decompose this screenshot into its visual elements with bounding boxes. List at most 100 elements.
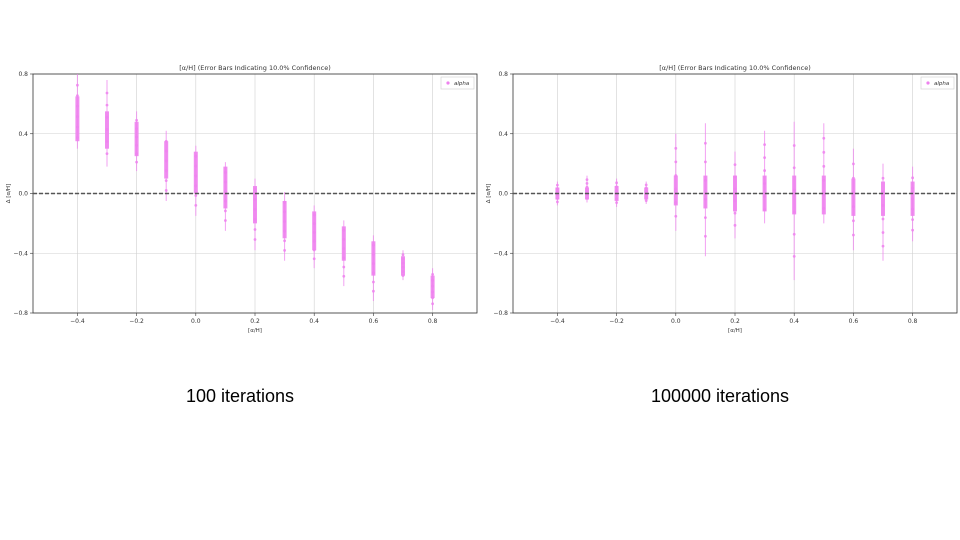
data-point: [792, 166, 796, 170]
chart-svg: [α/H] (Error Bars Indicating 10.0% Confi…: [486, 64, 958, 334]
data-point: [401, 265, 405, 269]
data-point: [704, 141, 707, 145]
data-point: [615, 201, 618, 205]
data-point: [342, 247, 346, 251]
data-point: [342, 265, 346, 269]
x-tick-label: 0.6: [369, 318, 379, 325]
data-point-cluster: [762, 175, 767, 212]
y-tick-label: 0.4: [498, 131, 508, 138]
data-point: [312, 213, 316, 217]
data-point: [763, 208, 766, 211]
caption-right: 100000 iterations: [650, 386, 790, 406]
data-point: [283, 249, 286, 252]
data-point: [911, 176, 914, 180]
data-point: [615, 197, 618, 201]
data-point: [312, 239, 316, 243]
data-point: [792, 254, 796, 258]
data-point: [431, 273, 434, 276]
data-point: [881, 190, 885, 194]
legend: alpha: [440, 76, 475, 90]
data-point: [401, 274, 405, 278]
data-point: [224, 171, 227, 174]
data-point: [164, 169, 168, 173]
data-point-cluster: [282, 200, 287, 239]
data-point: [283, 220, 286, 223]
data-point: [911, 186, 914, 190]
data-point: [585, 181, 589, 185]
data-point: [556, 187, 559, 190]
data-point: [431, 290, 434, 294]
data-point: [135, 135, 139, 139]
data-point: [674, 174, 678, 177]
data-point: [763, 169, 766, 172]
data-point: [911, 218, 914, 222]
data-point: [704, 179, 707, 182]
legend-label: alpha: [934, 81, 950, 87]
data-point: [164, 149, 168, 153]
data-point: [253, 218, 257, 221]
data-point: [733, 163, 737, 167]
data-point-cluster: [75, 96, 80, 142]
data-point: [585, 178, 589, 182]
data-point: [135, 160, 139, 164]
legend-marker: [446, 81, 450, 85]
y-tick-label: 0.8: [498, 71, 508, 78]
data-point: [312, 257, 316, 261]
data-point: [792, 210, 796, 214]
data-point: [822, 192, 826, 196]
data-point-cluster: [371, 241, 376, 276]
data-point: [585, 197, 589, 200]
data-point: [135, 127, 139, 131]
data-point: [76, 83, 79, 87]
x-tick-label: −0.4: [70, 318, 85, 325]
data-point-cluster: [312, 211, 317, 251]
data-point: [76, 136, 79, 139]
data-point: [164, 189, 168, 192]
data-point: [253, 238, 257, 241]
data-point: [792, 232, 796, 236]
data-point: [135, 144, 139, 147]
data-point: [105, 91, 109, 95]
data-point: [674, 214, 678, 218]
data-point: [911, 207, 914, 211]
data-point: [674, 201, 678, 205]
data-point: [763, 182, 766, 185]
data-point-cluster: [341, 226, 346, 261]
data-point-cluster: [792, 175, 797, 215]
data-point: [312, 248, 316, 252]
x-tick-label: 0.2: [250, 318, 260, 325]
legend-box: [440, 76, 475, 90]
data-point: [881, 244, 885, 248]
y-axis-label: Δ [α/H]: [486, 184, 492, 203]
data-point: [763, 143, 766, 147]
data-point: [372, 252, 375, 256]
data-point: [733, 199, 737, 203]
data-point: [763, 156, 766, 160]
data-point: [105, 127, 109, 131]
data-point: [194, 164, 198, 168]
data-point: [881, 203, 885, 207]
chart-title: [α/H] (Error Bars Indicating 10.0% Confi…: [179, 64, 331, 72]
data-point: [283, 229, 286, 233]
data-point-cluster: [134, 121, 139, 157]
data-point: [585, 189, 589, 193]
y-tick-label: 0.4: [18, 131, 28, 138]
data-point: [674, 146, 678, 150]
data-point: [164, 159, 168, 163]
data-point: [224, 199, 227, 203]
data-point: [431, 284, 434, 288]
data-point: [76, 104, 79, 108]
x-tick-label: 0.2: [730, 318, 740, 325]
data-point: [881, 217, 885, 221]
data-point-cluster: [253, 186, 257, 224]
data-point: [615, 185, 618, 189]
data-point: [431, 278, 434, 282]
data-point: [401, 257, 405, 261]
y-tick-label: −0.4: [13, 250, 28, 257]
data-point: [283, 239, 286, 243]
y-tick-label: 0.0: [498, 191, 508, 198]
data-point-cluster: [851, 178, 856, 216]
data-point: [556, 183, 559, 187]
data-point: [733, 223, 737, 227]
data-point: [253, 197, 257, 201]
